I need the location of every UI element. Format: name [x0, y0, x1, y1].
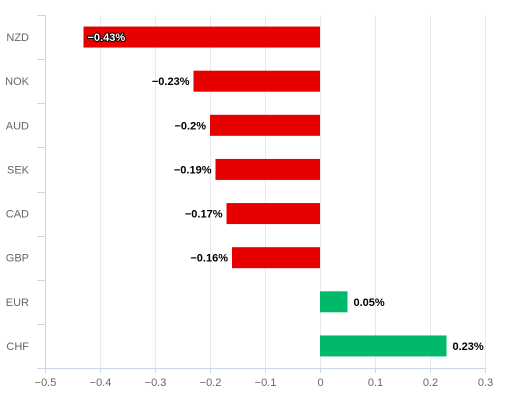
bar-layer [83, 26, 447, 357]
bar [320, 291, 348, 313]
bar [215, 158, 320, 180]
x-tick-label: −0.2 [200, 377, 222, 389]
category-label: CAD [6, 209, 29, 221]
x-axis: −0.5 −0.4 −0.3 −0.2 −0.1 0 0.1 0.2 0.3 [35, 15, 493, 389]
data-label: −0.23% [152, 76, 190, 88]
data-labels: −0.43% −0.23% −0.2% −0.19% −0.17% −0.16% 0.05%… [87, 31, 484, 353]
bar [226, 203, 320, 225]
bar [210, 114, 320, 136]
bar [320, 335, 447, 357]
x-tick-label: 0.1 [368, 377, 383, 389]
data-label: −0.17% [185, 209, 223, 221]
bar [193, 70, 320, 92]
grid-layer [45, 15, 486, 368]
x-tick-label: 0.2 [423, 377, 438, 389]
category-label: CHF [6, 341, 29, 353]
x-tick-label: −0.3 [145, 377, 167, 389]
x-tick-label: −0.1 [255, 377, 277, 389]
data-label: 0.23% [453, 341, 484, 353]
category-label: GBP [6, 253, 29, 265]
bar [83, 26, 320, 48]
category-labels: NZD NOK AUD SEK CAD GBP EUR CHF [5, 32, 30, 353]
x-tick-label: −0.4 [90, 377, 112, 389]
category-label: NZD [6, 32, 29, 44]
x-tick-label: 0.3 [478, 377, 493, 389]
category-label: SEK [7, 164, 30, 176]
data-label: −0.16% [190, 253, 228, 265]
data-label: −0.43% [88, 32, 126, 44]
category-label: NOK [5, 76, 30, 88]
bar [232, 247, 320, 269]
category-label: EUR [6, 297, 29, 309]
x-tick-label: −0.5 [35, 377, 57, 389]
data-label: 0.05% [354, 297, 385, 309]
x-tick-label: 0 [317, 377, 323, 389]
data-label: −0.2% [175, 120, 207, 132]
data-label: −0.19% [174, 164, 212, 176]
category-label: AUD [6, 120, 29, 132]
